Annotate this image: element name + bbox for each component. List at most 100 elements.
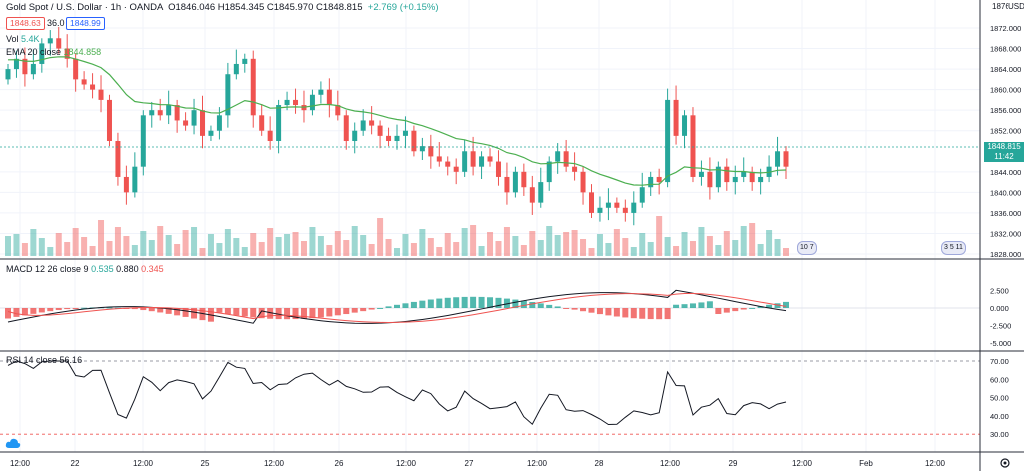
volume-bar <box>402 234 409 256</box>
candle-body <box>698 171 704 177</box>
macd-panel <box>0 289 980 324</box>
candle-body <box>580 171 586 193</box>
macd-tick-label: 2.500 <box>990 287 1009 296</box>
volume-bar <box>13 234 20 256</box>
volume-legend: Vol 5.4K <box>6 33 40 45</box>
volume-bar <box>681 232 688 256</box>
candle-body <box>335 105 341 116</box>
macd-hist-bar <box>715 308 722 315</box>
macd-hist-bar <box>275 308 282 320</box>
volume-bar <box>224 229 231 256</box>
candle-body <box>529 187 535 203</box>
macd-hist-bar <box>21 308 28 316</box>
macd-hist-bar <box>343 308 350 315</box>
macd-tick-label: -5.000 <box>990 339 1011 348</box>
usd-label[interactable]: USD <box>1008 1 1024 13</box>
macd-hist-bar <box>233 308 240 316</box>
volume-bar <box>554 235 561 256</box>
candle-body <box>343 115 349 141</box>
volume-bar <box>783 248 789 256</box>
macd-hist-bar <box>5 308 11 319</box>
macd-hist-bar <box>647 308 654 320</box>
spread-value: 36.0 <box>47 18 65 28</box>
candle-body <box>775 151 781 167</box>
buy-button[interactable]: 1848.99 <box>66 17 105 30</box>
macd-hist-bar <box>165 308 172 314</box>
events-marker-2[interactable]: 3 5 11 <box>941 241 966 255</box>
candle-body <box>521 171 527 188</box>
events-marker-1[interactable]: 10 7 <box>797 241 817 255</box>
candle-body <box>622 207 628 213</box>
candle-body <box>360 120 366 131</box>
candle-body <box>352 130 358 141</box>
candle-body <box>605 202 611 208</box>
macd-hist-bar <box>334 308 341 316</box>
symbol-title[interactable]: Gold Spot / U.S. Dollar · 1h · OANDA <box>6 2 163 13</box>
candle-body <box>631 202 637 213</box>
candle-body <box>402 130 408 136</box>
candle-body <box>555 151 561 162</box>
candle-body <box>90 84 96 90</box>
candle-body <box>369 120 375 126</box>
volume-bar <box>410 243 417 256</box>
cloud-icon[interactable] <box>5 436 21 448</box>
time-tick-label: 22 <box>71 459 80 468</box>
macd-hist-bar <box>580 308 587 312</box>
candle-body <box>47 38 53 44</box>
candle-body <box>614 202 620 208</box>
macd-hist-bar <box>216 308 223 313</box>
candle-body <box>293 99 299 106</box>
volume-bar <box>529 231 536 256</box>
macd-hist-bar <box>546 304 553 308</box>
macd-hist-bar <box>622 308 629 318</box>
volume-bar <box>55 233 62 256</box>
current-price: 1848.815 <box>987 142 1021 151</box>
volume-bar <box>258 242 265 256</box>
volume-bar <box>47 247 54 256</box>
candle-body <box>538 182 544 203</box>
volume-bar <box>191 227 198 256</box>
macd-hist-bar <box>258 308 265 319</box>
candle-body <box>597 207 603 213</box>
macd-hist-bar <box>478 296 485 308</box>
volume-bar <box>207 234 214 256</box>
price-tick-label: 1844.000 <box>990 168 1021 177</box>
macd-hist-bar <box>605 308 612 316</box>
candle-body <box>656 176 662 183</box>
candle-body <box>648 176 654 188</box>
candle-body <box>377 125 383 136</box>
macd-hist-bar <box>30 308 37 314</box>
volume-bar <box>520 245 527 256</box>
candle-body <box>732 176 738 183</box>
candle-body <box>741 171 747 177</box>
candle-body <box>242 58 248 64</box>
rsi-tick-label: 70.00 <box>990 357 1009 366</box>
macd-hist-bar <box>529 301 536 308</box>
volume-bar <box>38 238 45 256</box>
volume-bar <box>72 228 79 256</box>
candle-body <box>504 176 510 193</box>
macd-hist-bar <box>81 307 88 309</box>
candle-body <box>546 161 552 183</box>
macd-hist-bar <box>326 308 333 317</box>
volume-bar <box>571 230 578 256</box>
candle-body <box>64 48 70 59</box>
ema-line <box>7 56 787 186</box>
volume-bar <box>588 248 595 256</box>
current-price-badge: 1848.815 11:42 <box>984 142 1024 162</box>
time-tick-label: 12:00 <box>925 459 946 468</box>
settings-gear-icon[interactable] <box>999 456 1011 468</box>
sell-button[interactable]: 1848.63 <box>6 17 45 30</box>
macd-hist-bar <box>250 308 257 318</box>
volume-bar <box>630 247 637 256</box>
macd-v3: 0.345 <box>141 264 164 274</box>
macd-hist-bar <box>571 308 578 310</box>
macd-hist-bar <box>554 306 561 308</box>
volume-bar <box>394 248 400 256</box>
candle-body <box>419 146 425 152</box>
volume-label: Vol <box>6 34 19 44</box>
volume-bar <box>360 235 367 256</box>
volume-bar <box>64 242 71 256</box>
macd-hist-bar <box>757 306 764 308</box>
